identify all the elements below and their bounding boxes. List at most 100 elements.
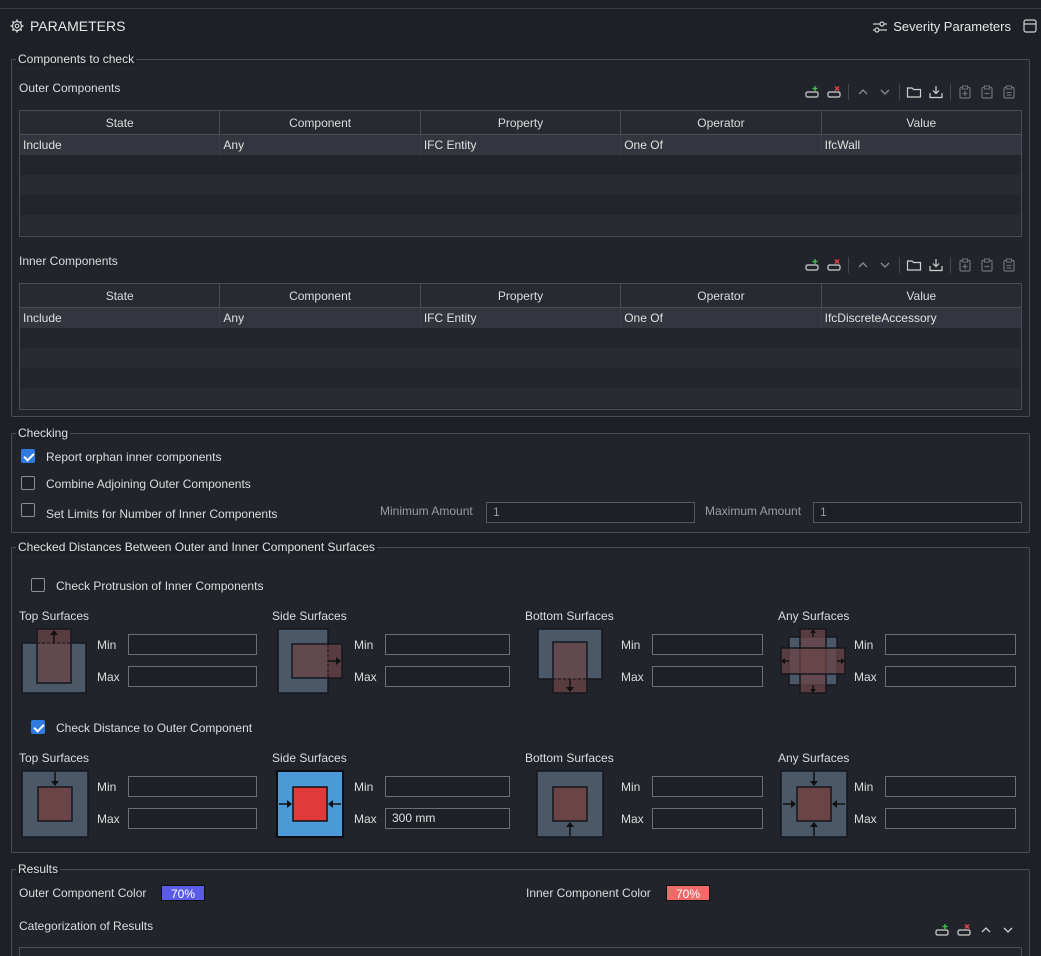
remove-rule-button[interactable] xyxy=(823,256,845,274)
distance-any-min-input[interactable] xyxy=(885,776,1016,797)
protrusion-side-max-input[interactable] xyxy=(385,666,510,687)
categorization-toolbar xyxy=(931,921,1019,939)
protrusion-bottom-min-input[interactable] xyxy=(652,634,763,655)
combine-adjoining-checkbox[interactable] xyxy=(21,476,35,490)
clipboard-list-icon xyxy=(1003,258,1015,272)
remove-category-button[interactable] xyxy=(953,921,975,939)
column-header-operator[interactable]: Operator xyxy=(621,284,822,307)
column-header-operator[interactable]: Operator xyxy=(621,111,822,134)
move-down-button[interactable] xyxy=(874,83,896,101)
check-distance-label: Check Distance to Outer Component xyxy=(56,721,253,735)
distances-group: Checked Distances Between Outer and Inne… xyxy=(11,540,1030,853)
panel-title: PARAMETERS xyxy=(10,18,125,34)
outer-color-swatch[interactable]: 70% xyxy=(161,885,205,901)
clipboard-add-icon xyxy=(959,258,971,272)
folder-icon xyxy=(906,87,922,98)
protrusion-top-max-input[interactable] xyxy=(128,666,257,687)
move-up-button[interactable] xyxy=(852,256,874,274)
minimum-amount-input[interactable]: 1 xyxy=(486,502,695,523)
folder-icon xyxy=(906,260,922,271)
cell-property[interactable]: IFC Entity xyxy=(421,135,622,155)
protrusion-side-min-input[interactable] xyxy=(385,634,510,655)
cell-component[interactable]: Any xyxy=(220,308,421,328)
components-legend: Components to check xyxy=(16,52,137,66)
distance-side-diagram[interactable] xyxy=(276,770,344,838)
cell-property[interactable]: IFC Entity xyxy=(421,308,622,328)
distance-top-max-input[interactable] xyxy=(128,808,257,829)
protrusion-top-min-input[interactable] xyxy=(128,634,257,655)
distance-any-max-input[interactable] xyxy=(885,808,1016,829)
toolbar-separator xyxy=(899,84,900,100)
column-header-component[interactable]: Component xyxy=(220,111,421,134)
sliders-icon xyxy=(873,20,888,33)
open-folder-button[interactable] xyxy=(903,83,925,101)
report-orphan-checkbox[interactable] xyxy=(21,449,35,463)
distance-side-min-input[interactable] xyxy=(385,776,510,797)
move-down-button[interactable] xyxy=(874,256,896,274)
protrusion-side-diagram xyxy=(277,628,343,694)
add-category-button[interactable] xyxy=(931,921,953,939)
maximum-amount-input[interactable]: 1 xyxy=(813,502,1022,523)
check-distance-checkbox[interactable] xyxy=(31,720,45,734)
protrusion-any-max-input[interactable] xyxy=(885,666,1016,687)
toolbar-separator xyxy=(848,257,849,273)
protrusion-any-diagram xyxy=(780,628,846,694)
import-button[interactable] xyxy=(925,256,947,274)
add-rule-icon xyxy=(805,86,819,98)
open-folder-button[interactable] xyxy=(903,256,925,274)
protrusion-bottom-title: Bottom Surfaces xyxy=(525,609,614,623)
column-header-property[interactable]: Property xyxy=(421,284,622,307)
copy-button[interactable] xyxy=(976,83,998,101)
chevron-down-icon xyxy=(880,262,890,268)
cell-state[interactable]: Include xyxy=(20,308,221,328)
cell-operator[interactable]: One Of xyxy=(621,135,822,155)
column-header-component[interactable]: Component xyxy=(220,284,421,307)
inner-color-swatch[interactable]: 70% xyxy=(666,885,710,901)
protrusion-any-min-input[interactable] xyxy=(885,634,1016,655)
empty-row xyxy=(20,328,1021,348)
cell-component[interactable]: Any xyxy=(220,135,421,155)
distance-top-min-input[interactable] xyxy=(128,776,257,797)
panel-icon[interactable] xyxy=(1023,19,1037,33)
cell-value[interactable]: IfcWall xyxy=(824,138,861,152)
import-button[interactable] xyxy=(925,83,947,101)
cell-value[interactable]: IfcDiscreteAccessory xyxy=(824,311,937,325)
paste-button[interactable] xyxy=(998,256,1020,274)
table-row[interactable]: Include Any IFC Entity One Of IfcWall xyxy=(20,135,1021,155)
move-down-button[interactable] xyxy=(997,921,1019,939)
download-icon xyxy=(929,259,943,272)
move-up-button[interactable] xyxy=(852,83,874,101)
paste-add-button[interactable] xyxy=(954,83,976,101)
top-divider xyxy=(0,8,1041,9)
empty-row xyxy=(20,368,1021,388)
remove-rule-icon xyxy=(957,924,971,936)
paste-add-button[interactable] xyxy=(954,256,976,274)
empty-row xyxy=(20,215,1021,235)
protrusion-bottom-max-input[interactable] xyxy=(652,666,763,687)
check-protrusion-checkbox[interactable] xyxy=(31,578,45,592)
cell-operator[interactable]: One Of xyxy=(621,308,822,328)
report-orphan-label: Report orphan inner components xyxy=(46,450,222,464)
column-header-state[interactable]: State xyxy=(20,284,221,307)
set-limits-checkbox[interactable] xyxy=(21,503,35,517)
distance-bottom-max-input[interactable] xyxy=(652,808,763,829)
column-header-value[interactable]: Value xyxy=(906,289,937,303)
inner-components-label: Inner Components xyxy=(19,254,118,268)
column-header-state[interactable]: State xyxy=(20,111,221,134)
protrusion-any-max-label: Max xyxy=(854,670,877,684)
severity-parameters-button[interactable]: Severity Parameters xyxy=(873,19,1011,34)
paste-button[interactable] xyxy=(998,83,1020,101)
table-row[interactable]: Include Any IFC Entity One Of IfcDiscret… xyxy=(20,308,1021,328)
distance-side-max-input[interactable]: 300 mm xyxy=(385,808,510,829)
add-rule-button[interactable] xyxy=(801,83,823,101)
protrusion-top-diagram xyxy=(21,628,87,694)
remove-rule-button[interactable] xyxy=(823,83,845,101)
move-up-button[interactable] xyxy=(975,921,997,939)
protrusion-side-max-label: Max xyxy=(354,670,377,684)
distance-bottom-min-input[interactable] xyxy=(652,776,763,797)
copy-button[interactable] xyxy=(976,256,998,274)
cell-state[interactable]: Include xyxy=(20,135,221,155)
column-header-property[interactable]: Property xyxy=(421,111,622,134)
add-rule-button[interactable] xyxy=(801,256,823,274)
column-header-value[interactable]: Value xyxy=(906,116,937,130)
